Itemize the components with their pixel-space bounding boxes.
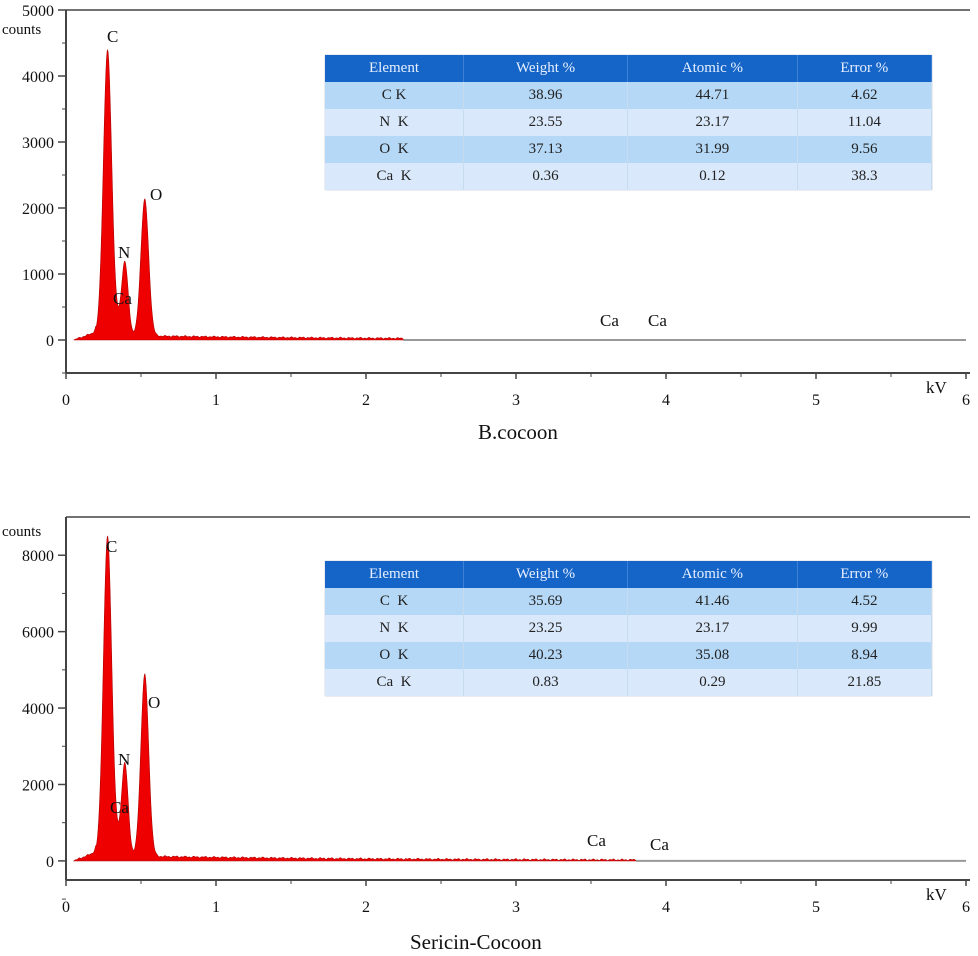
table-header-row: Element Weight % Atomic % Error % bbox=[325, 55, 933, 82]
chart-title-sericin-cocoon: Sericin-Cocoon bbox=[410, 930, 542, 954]
table-cell: 35.08 bbox=[627, 642, 798, 669]
table-header-cell: Weight % bbox=[463, 55, 629, 82]
chart-title-b-cocoon: B.cocoon bbox=[478, 420, 558, 444]
table-header-cell: Weight % bbox=[463, 561, 629, 588]
x-tick-label: 6 bbox=[962, 392, 970, 409]
table-cell: 0.29 bbox=[627, 669, 798, 696]
x-tick-label: 4 bbox=[662, 899, 670, 916]
y-axis-label: counts bbox=[2, 524, 41, 540]
table-cell: 23.55 bbox=[463, 109, 629, 136]
table-cell: 0.83 bbox=[463, 669, 629, 696]
table-row: O K 40.23 35.08 8.94 bbox=[325, 642, 933, 669]
peak-label-ca: Ca bbox=[648, 311, 667, 330]
composition-table-b-cocoon: Element Weight % Atomic % Error % C K 38.96 44… bbox=[325, 55, 933, 190]
table-cell: Ca K bbox=[325, 669, 464, 696]
table-row: C K 38.96 44.71 4.62 bbox=[325, 82, 933, 109]
table-cell: N K bbox=[325, 109, 464, 136]
x-tick-label: 6 bbox=[962, 899, 970, 916]
table-header-row: Element Weight % Atomic % Error % bbox=[325, 561, 933, 588]
table-cell: 23.17 bbox=[627, 109, 798, 136]
y-tick-label: 6000 bbox=[22, 625, 54, 642]
table-cell: O K bbox=[325, 642, 464, 669]
table-cell: 38.96 bbox=[463, 82, 629, 109]
table-row: O K 37.13 31.99 9.56 bbox=[325, 136, 933, 163]
table-header-cell: Atomic % bbox=[627, 55, 798, 82]
table-cell: 4.62 bbox=[797, 82, 933, 109]
y-tick-label: 0 bbox=[46, 854, 54, 871]
table-cell: 38.3 bbox=[797, 163, 933, 190]
table-row: N K 23.55 23.17 11.04 bbox=[325, 109, 933, 136]
table-cell: 21.85 bbox=[797, 669, 933, 696]
table-header-cell: Element bbox=[325, 561, 464, 588]
x-tick-label: 0 bbox=[62, 899, 70, 916]
x-tick-label: 5 bbox=[812, 899, 820, 916]
y-tick-label: 2000 bbox=[22, 777, 54, 794]
table-cell: 31.99 bbox=[627, 136, 798, 163]
peak-label-n: N bbox=[118, 243, 130, 262]
table-cell: 11.04 bbox=[797, 109, 933, 136]
peak-label-ca: Ca bbox=[110, 798, 129, 817]
table-cell: 0.36 bbox=[463, 163, 629, 190]
table-cell: 35.69 bbox=[463, 588, 629, 615]
table-header-cell: Atomic % bbox=[627, 561, 798, 588]
y-tick-label: 3000 bbox=[22, 135, 54, 152]
peak-label-o: O bbox=[148, 693, 160, 712]
x-tick-label: 0 bbox=[62, 392, 70, 409]
table-cell: C K bbox=[325, 588, 464, 615]
y-tick-label: 8000 bbox=[22, 548, 54, 565]
table-cell: 23.17 bbox=[627, 615, 798, 642]
x-tick-label: 3 bbox=[512, 392, 520, 409]
table-cell: 37.13 bbox=[463, 136, 629, 163]
peak-label-ca: Ca bbox=[113, 289, 132, 308]
peak-label-c: C bbox=[106, 537, 117, 556]
table-row: C K 35.69 41.46 4.52 bbox=[325, 588, 933, 615]
table-cell: C K bbox=[325, 82, 464, 109]
table-row: Ca K 0.36 0.12 38.3 bbox=[325, 163, 933, 190]
table-header-cell: Element bbox=[325, 55, 464, 82]
y-tick-label: 4000 bbox=[22, 69, 54, 86]
table-cell: 9.99 bbox=[797, 615, 933, 642]
spectrum-fill bbox=[73, 535, 637, 862]
composition-table-sericin-cocoon: Element Weight % Atomic % Error % C K 35.69 41… bbox=[325, 561, 933, 696]
table-cell: 4.52 bbox=[797, 588, 933, 615]
table-cell: 9.56 bbox=[797, 136, 933, 163]
peak-label-ca: Ca bbox=[600, 311, 619, 330]
x-tick-label: 2 bbox=[362, 899, 370, 916]
x-tick-label: 1 bbox=[212, 392, 220, 409]
x-axis-unit-label: kV bbox=[926, 378, 948, 397]
x-tick-label: 1 bbox=[212, 899, 220, 916]
peak-label-c: C bbox=[107, 27, 118, 46]
peak-label-ca: Ca bbox=[587, 831, 606, 850]
table-cell: 0.12 bbox=[627, 163, 798, 190]
table-cell: Ca K bbox=[325, 163, 464, 190]
spectrum-fill bbox=[73, 49, 404, 341]
table-cell: N K bbox=[325, 615, 464, 642]
peak-label-n: N bbox=[118, 750, 130, 769]
x-tick-label: 3 bbox=[512, 899, 520, 916]
table-cell: 41.46 bbox=[627, 588, 798, 615]
y-tick-label: 0 bbox=[46, 333, 54, 350]
x-tick-label: 4 bbox=[662, 392, 670, 409]
peak-label-o: O bbox=[150, 185, 162, 204]
y-tick-label: 4000 bbox=[22, 701, 54, 718]
y-axis-label: counts bbox=[2, 22, 41, 38]
table-cell: 44.71 bbox=[627, 82, 798, 109]
table-row: N K 23.25 23.17 9.99 bbox=[325, 615, 933, 642]
table-cell: 23.25 bbox=[463, 615, 629, 642]
x-tick-label: 5 bbox=[812, 392, 820, 409]
table-cell: 40.23 bbox=[463, 642, 629, 669]
table-row: Ca K 0.83 0.29 21.85 bbox=[325, 669, 933, 696]
table-header-cell: Error % bbox=[797, 55, 933, 82]
y-tick-label: 2000 bbox=[22, 201, 54, 218]
peak-label-ca: Ca bbox=[650, 835, 669, 854]
y-tick-label: 1000 bbox=[22, 267, 54, 284]
x-axis-unit-label: kV bbox=[926, 885, 948, 904]
x-tick-label: 2 bbox=[362, 392, 370, 409]
table-cell: 8.94 bbox=[797, 642, 933, 669]
y-tick-label: 5000 bbox=[22, 3, 54, 20]
table-cell: O K bbox=[325, 136, 464, 163]
table-header-cell: Error % bbox=[797, 561, 933, 588]
